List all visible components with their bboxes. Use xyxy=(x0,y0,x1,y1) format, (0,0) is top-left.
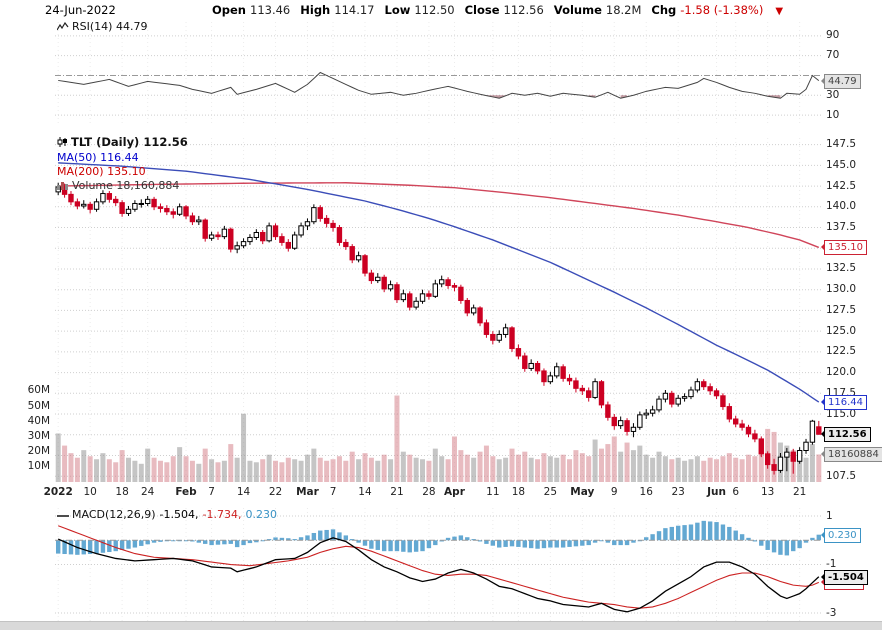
ma50-legend-text: MA(50) 116.44 xyxy=(57,151,139,164)
macd-axis-label: 1 xyxy=(826,509,833,522)
price-axis-label: 122.5 xyxy=(826,345,857,358)
macd-line-icon xyxy=(57,515,69,517)
volume-axis-label: 50M xyxy=(27,399,50,412)
price-axis-label: 120.0 xyxy=(826,366,857,379)
symbol-legend-text: TLT (Daily) 112.56 xyxy=(71,135,188,149)
x-axis-tick-14: 14 xyxy=(358,486,372,498)
volume-axis-label: 60M xyxy=(27,384,50,397)
x-axis-tick-28: 28 xyxy=(422,486,436,498)
axis-callout-112.56: 112.56 xyxy=(821,427,871,443)
volume-legend-text: Volume 18,160,884 xyxy=(72,179,180,192)
rsi-legend-text: RSI(14) 44.79 xyxy=(72,20,148,33)
rsi-axis-label: 70 xyxy=(826,49,840,62)
x-axis-tick-21: 21 xyxy=(390,486,404,498)
volume-axis-label: 30M xyxy=(27,429,50,442)
x-axis-tick-21: 21 xyxy=(792,486,807,498)
axis-callout-116.44: 116.44 xyxy=(821,395,867,411)
volume-axis-label: 20M xyxy=(27,445,50,458)
rsi-legend: RSI(14) 44.79 xyxy=(57,20,147,33)
x-axis-tick-2022: 2022 xyxy=(43,486,73,498)
macd-axis-label: -1 xyxy=(826,558,837,570)
macd-signal-value: -1.734, xyxy=(202,508,242,521)
x-axis-tick-23: 23 xyxy=(671,486,685,498)
axis-callout-44.79: 44.79 xyxy=(821,73,861,89)
rsi-axis-label: 90 xyxy=(826,29,840,42)
x-axis-tick-Apr: Apr xyxy=(444,486,465,498)
rsi-icon xyxy=(57,22,69,31)
macd-legend: MACD(12,26,9) -1.504, -1.734, 0.230 xyxy=(57,508,277,521)
volume-bars-icon xyxy=(57,182,68,190)
x-axis-tick-25: 25 xyxy=(543,486,558,498)
macd-value: -1.504, xyxy=(159,508,199,521)
header-field-low: Low 112.50 xyxy=(384,3,455,17)
horizontal-scrollbar[interactable] xyxy=(0,621,882,630)
price-axis-label: 127.5 xyxy=(826,303,857,316)
ma200-legend-text: MA(200) 135.10 xyxy=(57,165,146,178)
x-axis-tick-Mar: Mar xyxy=(296,486,319,498)
x-axis-tick-7: 7 xyxy=(329,486,337,498)
ma50-legend: MA(50) 116.44 xyxy=(57,151,139,164)
axis-callout-0.230: 0.230 xyxy=(821,527,861,543)
x-axis-tick-22: 22 xyxy=(268,486,283,498)
price-axis-label: 125.0 xyxy=(826,324,857,337)
price-axis-label: 137.5 xyxy=(826,221,857,234)
x-axis-tick-24: 24 xyxy=(140,486,155,498)
x-axis-tick-Jun: Jun xyxy=(707,486,726,498)
x-axis-tick-May: May xyxy=(570,486,595,498)
x-axis-tick-11: 11 xyxy=(486,486,500,498)
header-field-open: Open 113.46 xyxy=(212,3,291,17)
rsi-axis-label: 10 xyxy=(826,108,840,121)
header-field-high: High 114.17 xyxy=(300,3,375,17)
rsi-axis-label: 30 xyxy=(826,88,840,101)
price-axis-label: 132.5 xyxy=(826,262,857,275)
volume-legend: Volume 18,160,884 xyxy=(57,179,179,192)
x-axis-tick-10: 10 xyxy=(83,486,97,498)
x-axis-tick-16: 16 xyxy=(639,486,653,498)
price-axis-label: 140.0 xyxy=(826,200,857,213)
x-axis-tick-7: 7 xyxy=(208,486,215,498)
x-axis-tick-14: 14 xyxy=(236,486,251,498)
x-axis-tick-18: 18 xyxy=(511,486,526,498)
price-axis-label: 107.5 xyxy=(826,469,857,482)
x-axis-tick-18: 18 xyxy=(115,486,129,498)
price-axis-label: 145.0 xyxy=(826,158,857,171)
macd-axis-label: -3 xyxy=(826,606,837,619)
candlestick-icon xyxy=(57,137,67,147)
header-field-close: Close 112.56 xyxy=(464,3,544,17)
macd-histogram-value: 0.230 xyxy=(245,508,277,521)
header-field-chg: Chg -1.58 (-1.38%) xyxy=(651,3,764,17)
price-axis-label: 147.5 xyxy=(826,138,857,151)
axis-callout-135.10: 135.10 xyxy=(821,240,867,256)
change-down-arrow-icon: ▼ xyxy=(775,6,784,17)
ohlc-summary: Open 113.46 High 114.17 Low 112.50 Close 112.56… xyxy=(212,3,783,17)
volume-axis-label: 10M xyxy=(27,460,50,473)
header-field-volume: Volume 18.2M xyxy=(553,3,642,17)
axis-callout-18160884: 18160884 xyxy=(821,447,882,463)
axis-callout--1.504: -1.504 xyxy=(821,569,868,585)
x-axis-tick-13: 13 xyxy=(760,486,775,498)
x-axis-tick-6: 6 xyxy=(732,486,740,498)
ma200-legend: MA(200) 135.10 xyxy=(57,165,146,178)
macd-legend-name: MACD(12,26,9) xyxy=(72,508,156,521)
x-axis-tick-9: 9 xyxy=(610,486,618,498)
price-axis-label: 142.5 xyxy=(826,179,857,192)
symbol-legend: TLT (Daily) 112.56 xyxy=(57,135,188,149)
price-axis-label: 130.0 xyxy=(826,283,857,296)
x-axis-tick-Feb: Feb xyxy=(175,486,197,498)
volume-axis-label: 40M xyxy=(27,414,50,427)
price-axis-label: 115.0 xyxy=(826,407,857,420)
chart-date: 24-Jun-2022 xyxy=(45,3,116,17)
